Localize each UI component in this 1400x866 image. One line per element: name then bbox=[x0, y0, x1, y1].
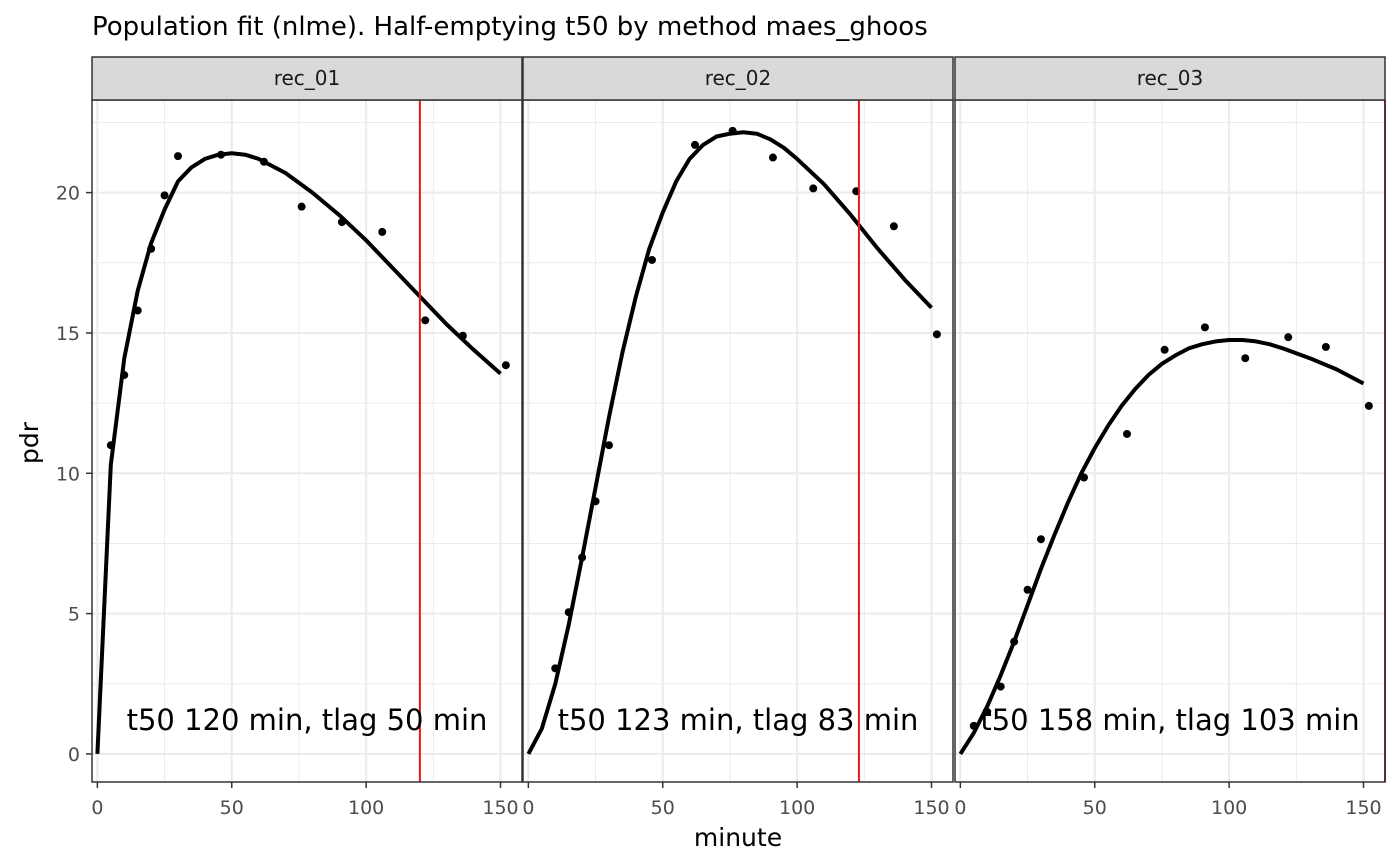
fit-curve bbox=[95, 151, 502, 754]
data-point bbox=[1080, 473, 1088, 482]
panel-annotation: t50 120 min, tlag 50 min bbox=[127, 703, 488, 737]
data-point bbox=[578, 553, 587, 562]
data-point bbox=[932, 330, 941, 339]
y-tick-label: 5 bbox=[68, 604, 80, 626]
data-point bbox=[133, 306, 142, 315]
data-point bbox=[648, 255, 656, 264]
data-point bbox=[983, 707, 992, 716]
data-point bbox=[889, 222, 898, 231]
data-point bbox=[564, 608, 573, 617]
x-tick-label: 50 bbox=[1083, 797, 1107, 819]
facet-panel-1: t50 120 min, tlag 50 min rec_01 0 50 100 150 0… bbox=[56, 56, 523, 819]
fit-curve bbox=[526, 130, 933, 755]
panel-annotation: t50 123 min, tlag 83 min bbox=[558, 703, 919, 737]
x-axis-title: minute bbox=[694, 823, 782, 852]
data-point bbox=[147, 244, 156, 253]
x-tick-label: 100 bbox=[348, 797, 384, 819]
data-point bbox=[1200, 323, 1209, 332]
facet-strip-label: rec_01 bbox=[274, 66, 341, 90]
data-point bbox=[501, 361, 510, 370]
data-point bbox=[996, 682, 1005, 691]
data-point bbox=[378, 227, 387, 236]
data-point bbox=[217, 150, 225, 159]
facet-panel-2: t50 123 min, tlag 83 min rec_02 0 50 100 150 bbox=[522, 56, 954, 819]
data-point bbox=[297, 202, 306, 211]
panel-annotation: t50 158 min, tlag 103 min bbox=[980, 703, 1359, 737]
data-point bbox=[605, 441, 613, 450]
facet-panel-3: t50 158 min, tlag 103 min rec_03 0 50 100 150 bbox=[954, 56, 1386, 819]
data-point bbox=[809, 184, 818, 193]
data-point bbox=[458, 331, 467, 340]
y-axis-title: pdr bbox=[15, 421, 44, 464]
data-point bbox=[691, 140, 699, 149]
x-tick-label: 50 bbox=[220, 797, 244, 819]
data-point bbox=[120, 371, 129, 380]
data-point bbox=[160, 191, 169, 200]
data-point bbox=[1123, 429, 1131, 438]
facet-strip-label: rec_02 bbox=[705, 66, 772, 90]
panel-background bbox=[955, 100, 1385, 782]
data-point bbox=[1241, 354, 1250, 363]
data-point bbox=[421, 316, 430, 325]
data-point bbox=[1010, 637, 1019, 646]
facet-strip-label: rec_03 bbox=[1137, 66, 1204, 90]
x-tick-label: 150 bbox=[913, 797, 949, 819]
data-point bbox=[1321, 342, 1330, 351]
data-point bbox=[260, 157, 268, 166]
data-point bbox=[1364, 401, 1373, 410]
data-point bbox=[1160, 345, 1169, 354]
y-tick-label: 20 bbox=[56, 183, 80, 205]
x-tick-label: 150 bbox=[1345, 797, 1381, 819]
x-tick-label: 0 bbox=[954, 797, 966, 819]
panel-background bbox=[92, 100, 522, 782]
data-point bbox=[1284, 333, 1293, 342]
data-point bbox=[337, 218, 346, 227]
data-point bbox=[591, 497, 600, 506]
facet-strip bbox=[522, 56, 954, 101]
chart-title: Population fit (nlme). Half-emptying t50… bbox=[92, 12, 928, 42]
panel-background bbox=[523, 100, 953, 782]
x-tick-label: 0 bbox=[91, 797, 103, 819]
data-point bbox=[969, 721, 978, 730]
y-tick-label: 0 bbox=[68, 744, 80, 766]
y-tick-label: 10 bbox=[56, 463, 80, 485]
x-tick-label: 100 bbox=[1211, 797, 1247, 819]
facet-strip bbox=[954, 56, 1386, 101]
data-point bbox=[728, 126, 737, 135]
data-point bbox=[551, 664, 560, 673]
x-tick-label: 0 bbox=[522, 797, 534, 819]
data-point bbox=[1023, 585, 1032, 594]
y-tick-label: 15 bbox=[56, 323, 80, 345]
data-point bbox=[768, 153, 777, 162]
data-point bbox=[174, 152, 182, 161]
x-tick-label: 100 bbox=[779, 797, 815, 819]
x-tick-label: 150 bbox=[482, 797, 518, 819]
fit-curve bbox=[958, 338, 1365, 755]
data-point bbox=[106, 441, 115, 450]
facet-strip bbox=[91, 56, 523, 101]
x-tick-label: 50 bbox=[651, 797, 675, 819]
data-point bbox=[1037, 535, 1045, 544]
